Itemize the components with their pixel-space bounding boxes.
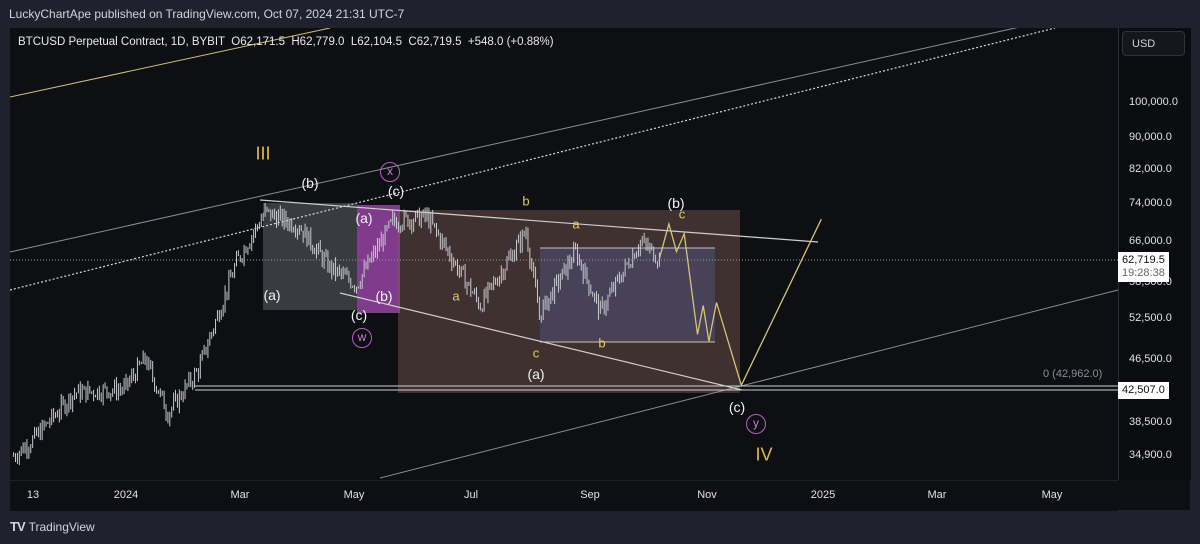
annotation-boxes: [263, 203, 740, 393]
price-tick: 74,000.0: [1129, 196, 1172, 209]
brand-name: TradingView: [28, 519, 95, 534]
upper-channel-dotted: [10, 28, 1056, 291]
wave-label: a: [452, 288, 460, 304]
last-price: 62,719.5: [1122, 254, 1165, 266]
wave-label: (b): [301, 175, 319, 191]
wave-label-circled: y: [746, 414, 766, 434]
triangle-lower: [339, 292, 743, 391]
price-tick: 90,000.0: [1129, 131, 1172, 144]
price-tick: 34,900.0: [1129, 448, 1172, 461]
fib-level-label: 0 (42,962.0): [1043, 368, 1103, 380]
time-tick: Mar: [927, 489, 947, 501]
price-tick: 52,500.0: [1129, 312, 1172, 325]
price-tick: 38,500.0: [1129, 416, 1172, 429]
wave-label: (c): [387, 183, 405, 199]
ohlc-low: L62,104.5: [350, 36, 403, 48]
time-tick: 2025: [810, 489, 836, 501]
symbol-name[interactable]: BTCUSD Perpetual Contract, 1D, BYBIT: [18, 36, 225, 48]
wave-label: b: [522, 193, 530, 209]
time-tick: May: [343, 489, 365, 501]
candles: [13, 202, 660, 466]
wave-label: (a): [527, 366, 545, 382]
ohlc-close: C62,719.5: [408, 36, 462, 48]
tradingview-logo-icon: TV: [10, 519, 26, 534]
wave-label: (b): [667, 195, 685, 211]
price-chart[interactable]: [10, 28, 1118, 480]
ohlc-high: H62,779.0: [291, 36, 345, 48]
wave-label: c: [532, 345, 540, 361]
projection-path: [658, 218, 822, 388]
price-tick: 82,000.0: [1129, 162, 1172, 175]
wave-label: b: [598, 335, 606, 351]
time-tick: Nov: [697, 489, 717, 501]
time-tick: 2024: [113, 489, 139, 501]
price-tick: 100,000.0: [1129, 96, 1178, 108]
wave-label-III: III: [255, 143, 271, 164]
box-blue: [540, 248, 715, 342]
wave-label: (b): [375, 288, 393, 304]
ohlc-open: O62,171.5: [231, 36, 285, 48]
wave-label: (c): [728, 399, 746, 415]
wave-label: (a): [355, 210, 373, 226]
time-tick: 13: [26, 489, 40, 501]
wave-label: (a): [263, 287, 281, 303]
wave-label-circled: w: [352, 328, 372, 348]
wave-label-circled: x: [380, 162, 400, 182]
lower-channel-line: [379, 289, 1118, 479]
time-tick: Sep: [580, 489, 600, 501]
last-price-label: 62,719.5 19:28:38: [1118, 252, 1169, 282]
wave-label-IV: IV: [755, 444, 773, 465]
price-tick: 66,000.0: [1129, 235, 1172, 248]
time-tick: Jul: [463, 489, 479, 501]
ohlc-change: +548.0 (+0.88%): [467, 36, 554, 48]
wave-label: a: [572, 216, 580, 232]
level-price-label: 42,507.0: [1118, 382, 1169, 399]
box-brown: [398, 210, 740, 393]
upper-channel-line: [10, 28, 1018, 253]
currency-button[interactable]: USD: [1122, 31, 1185, 56]
wave-label: (c): [350, 307, 368, 323]
publisher-line: LuckyChartApe published on TradingView.c…: [9, 7, 405, 21]
time-tick: Mar: [230, 489, 250, 501]
time-tick: May: [1041, 489, 1063, 501]
time-axis[interactable]: 13 2024 Mar May Jul Sep Nov 2025 Mar May: [10, 480, 1118, 511]
chart-pane[interactable]: III (b) (a) (c) w x (c) (a) (b) b a a c …: [10, 28, 1190, 510]
symbol-legend: BTCUSD Perpetual Contract, 1D, BYBIT O62…: [18, 36, 554, 48]
bar-countdown: 19:28:38: [1122, 267, 1165, 279]
yellow-trendline: [10, 28, 331, 98]
trend-lines[interactable]: [10, 28, 1118, 479]
tradingview-logo: TV TradingView: [10, 519, 95, 534]
price-tick: 46,500.0: [1129, 352, 1172, 365]
wave-label: c: [678, 206, 686, 222]
triangle-upper: [259, 199, 819, 243]
